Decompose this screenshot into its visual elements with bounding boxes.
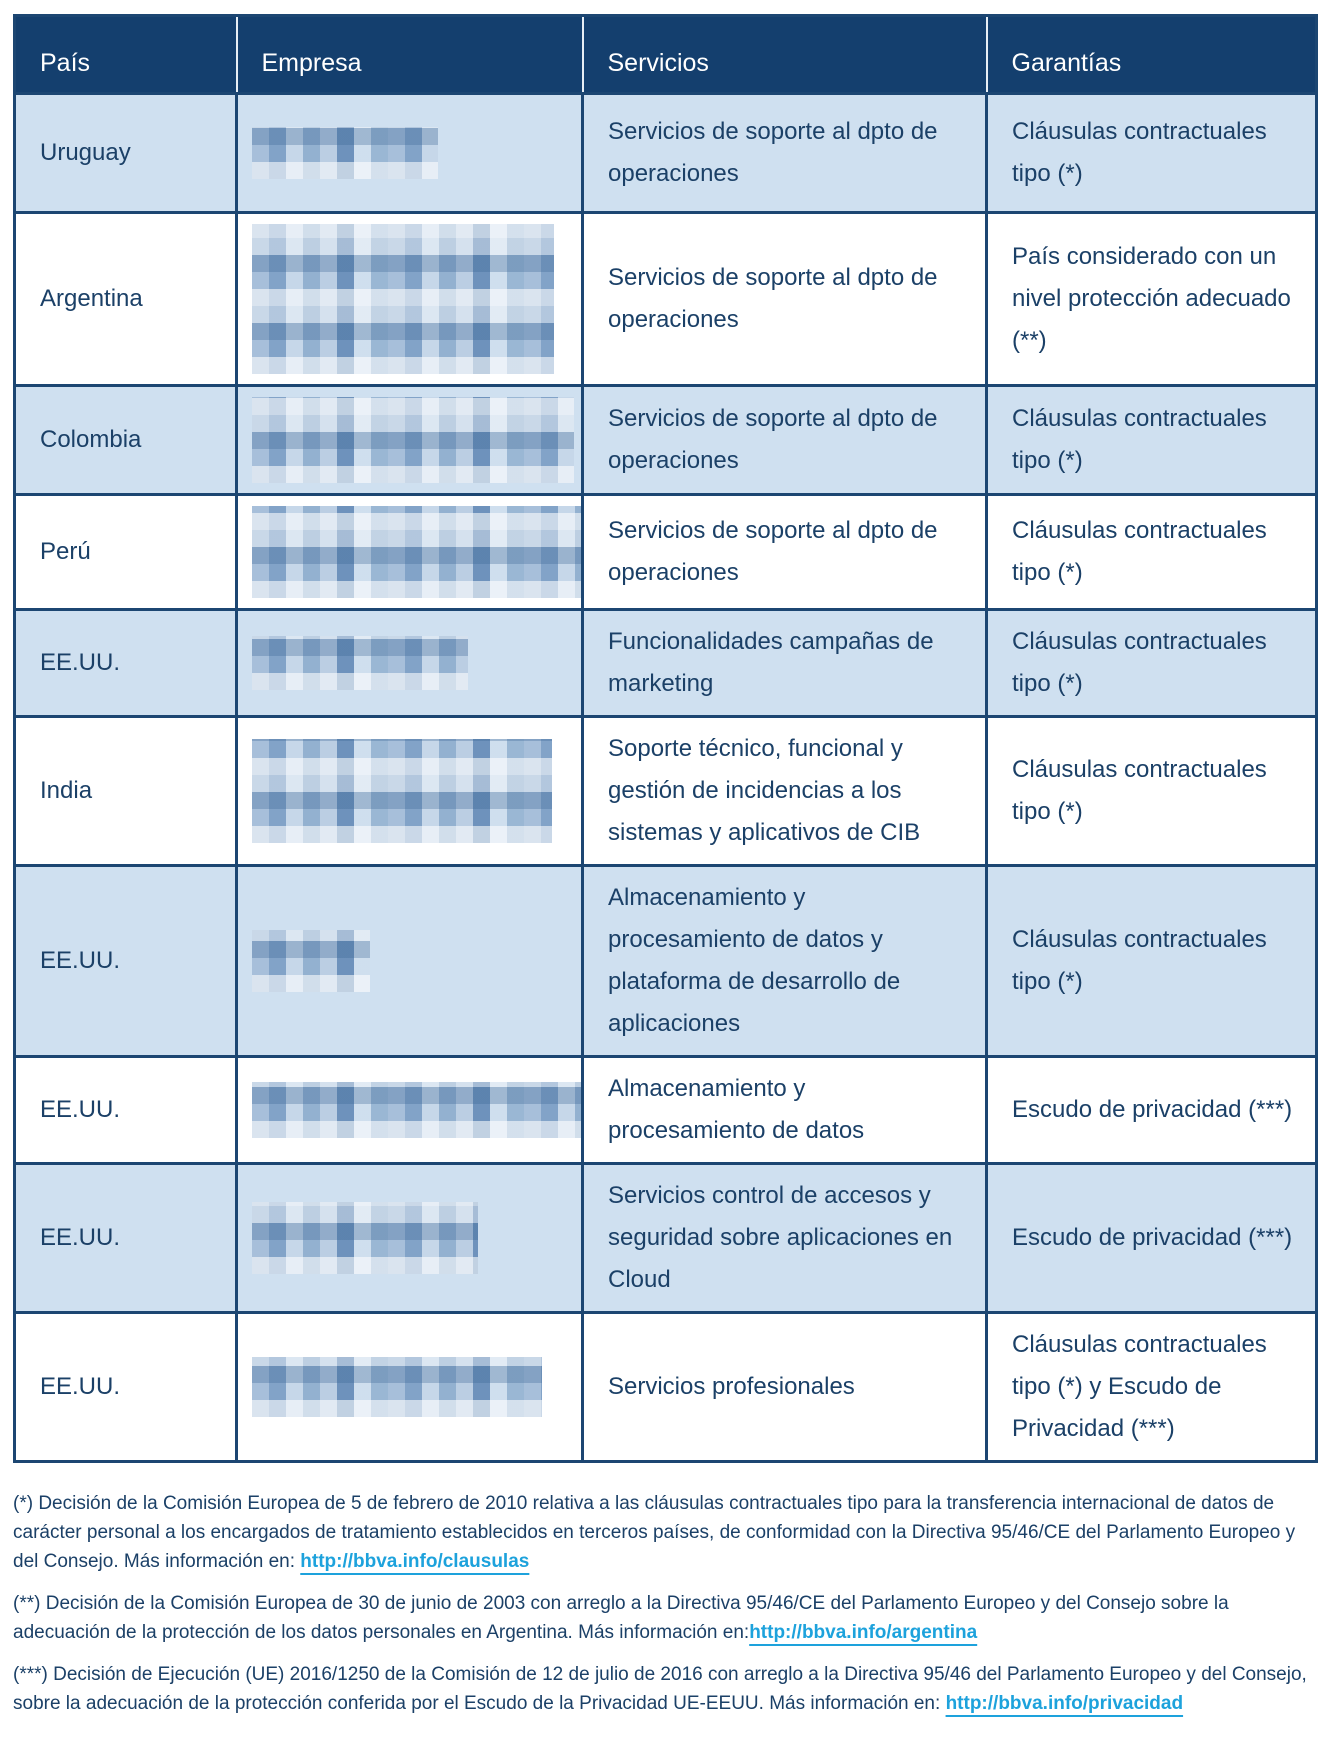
- cell-servicios: Almacenamiento y procesamiento de datos: [581, 1055, 988, 1165]
- table-row: Colombia Servicios de soporte al dpto de…: [13, 384, 1318, 496]
- cell-garantias: Cláusulas contractuales tipo (*): [985, 493, 1318, 611]
- cell-servicios: Servicios de soporte al dpto de operacio…: [581, 493, 988, 611]
- cell-empresa: [235, 1055, 610, 1165]
- empresa-redacted-blur: [252, 1202, 478, 1274]
- footnote-link-privacidad[interactable]: http://bbva.info/privacidad: [945, 1693, 1184, 1714]
- cell-garantias: Cláusulas contractuales tipo (*) y Escud…: [985, 1311, 1318, 1463]
- cell-pais: EE.UU.: [13, 1311, 238, 1463]
- table-row: Argentina Servicios de soporte al dpto d…: [13, 211, 1318, 387]
- footnote-double-asterisk: (**) Decisión de la Comisión Europea de …: [13, 1576, 1317, 1647]
- cell-garantias: Escudo de privacidad (***): [985, 1162, 1318, 1314]
- cell-pais: Argentina: [13, 211, 238, 387]
- empresa-redacted-blur: [252, 930, 370, 992]
- cell-garantias: País considerado con un nivel protección…: [985, 211, 1318, 387]
- cell-servicios: Servicios profesionales: [581, 1311, 988, 1463]
- column-header-servicios: Servicios: [581, 15, 987, 95]
- empresa-redacted-blur: [252, 1357, 542, 1417]
- empresa-redacted-blur: [252, 397, 574, 483]
- cell-empresa: [235, 864, 584, 1058]
- cell-empresa: [235, 493, 590, 611]
- header-row: País Empresa Servicios Garantías: [14, 15, 1317, 95]
- table-row: EE.UU. Servicios profesionales Cláusulas…: [13, 1311, 1318, 1463]
- cell-pais: EE.UU.: [13, 1055, 238, 1165]
- cell-empresa: [235, 92, 584, 214]
- column-header-garantias: Garantías: [985, 15, 1317, 95]
- table-header: País Empresa Servicios Garantías: [14, 15, 1317, 95]
- cell-garantias: Cláusulas contractuales tipo (*): [985, 384, 1318, 496]
- cell-empresa: [235, 1311, 584, 1463]
- cell-servicios: Funcionalidades campañas de marketing: [581, 608, 988, 718]
- footnotes-section: (*) Decisión de la Comisión Europea de 5…: [13, 1476, 1317, 1718]
- cell-pais: EE.UU.: [13, 608, 238, 718]
- cell-garantias: Escudo de privacidad (***): [985, 1055, 1318, 1165]
- cell-servicios: Servicios de soporte al dpto de operacio…: [581, 92, 988, 214]
- cell-garantias: Cláusulas contractuales tipo (*): [985, 92, 1318, 214]
- empresa-redacted-blur: [252, 506, 590, 598]
- empresa-redacted-blur: [252, 636, 468, 690]
- cell-garantias: Cláusulas contractuales tipo (*): [985, 608, 1318, 718]
- footnote-asterisk: (*) Decisión de la Comisión Europea de 5…: [13, 1476, 1317, 1576]
- empresa-redacted-blur: [252, 127, 438, 179]
- cell-empresa: [235, 211, 584, 387]
- cell-empresa: [235, 1162, 584, 1314]
- cell-garantias: Cláusulas contractuales tipo (*): [985, 715, 1318, 867]
- empresa-redacted-blur: [252, 1082, 610, 1138]
- empresa-redacted-blur: [252, 739, 552, 843]
- footnote-text: (**) Decisión de la Comisión Europea de …: [13, 1593, 1229, 1643]
- table-row: EE.UU. Servicios control de accesos y se…: [13, 1162, 1318, 1314]
- cell-garantias: Cláusulas contractuales tipo (*): [985, 864, 1318, 1058]
- cell-empresa: [235, 384, 584, 496]
- table-row: India Soporte técnico, funcional y gesti…: [13, 715, 1318, 867]
- cell-pais: EE.UU.: [13, 1162, 238, 1314]
- cell-servicios: Servicios de soporte al dpto de operacio…: [581, 384, 988, 496]
- transfers-table: País Empresa Servicios Garantías Uruguay…: [13, 14, 1318, 1463]
- cell-pais: EE.UU.: [13, 864, 238, 1058]
- table-row: Uruguay Servicios de soporte al dpto de …: [13, 92, 1318, 214]
- cell-pais: Colombia: [13, 384, 238, 496]
- footnote-triple-asterisk: (***) Decisión de Ejecución (UE) 2016/12…: [13, 1647, 1317, 1718]
- footnote-link-argentina[interactable]: http://bbva.info/argentina: [749, 1622, 978, 1643]
- cell-servicios: Almacenamiento y procesamiento de datos …: [581, 864, 988, 1058]
- table-row: Perú Servicios de soporte al dpto de ope…: [13, 493, 1318, 611]
- cell-empresa: [235, 715, 584, 867]
- cell-empresa: [235, 608, 584, 718]
- table-row: EE.UU. Funcionalidades campañas de marke…: [13, 608, 1318, 718]
- cell-servicios: Servicios control de accesos y seguridad…: [581, 1162, 988, 1314]
- empresa-redacted-blur: [252, 224, 554, 374]
- table-row: EE.UU. Almacenamiento y procesamiento de…: [13, 1055, 1318, 1165]
- cell-pais: Perú: [13, 493, 238, 611]
- cell-servicios: Soporte técnico, funcional y gestión de …: [581, 715, 988, 867]
- cell-servicios: Servicios de soporte al dpto de operacio…: [581, 211, 988, 387]
- table-row: EE.UU. Almacenamiento y procesamiento de…: [13, 864, 1318, 1058]
- column-header-pais: País: [14, 15, 237, 95]
- cell-pais: Uruguay: [13, 92, 238, 214]
- column-header-empresa: Empresa: [235, 15, 583, 95]
- footnote-link-clausulas[interactable]: http://bbva.info/clausulas: [300, 1551, 530, 1572]
- footnote-text: (*) Decisión de la Comisión Europea de 5…: [13, 1493, 1296, 1572]
- cell-pais: India: [13, 715, 238, 867]
